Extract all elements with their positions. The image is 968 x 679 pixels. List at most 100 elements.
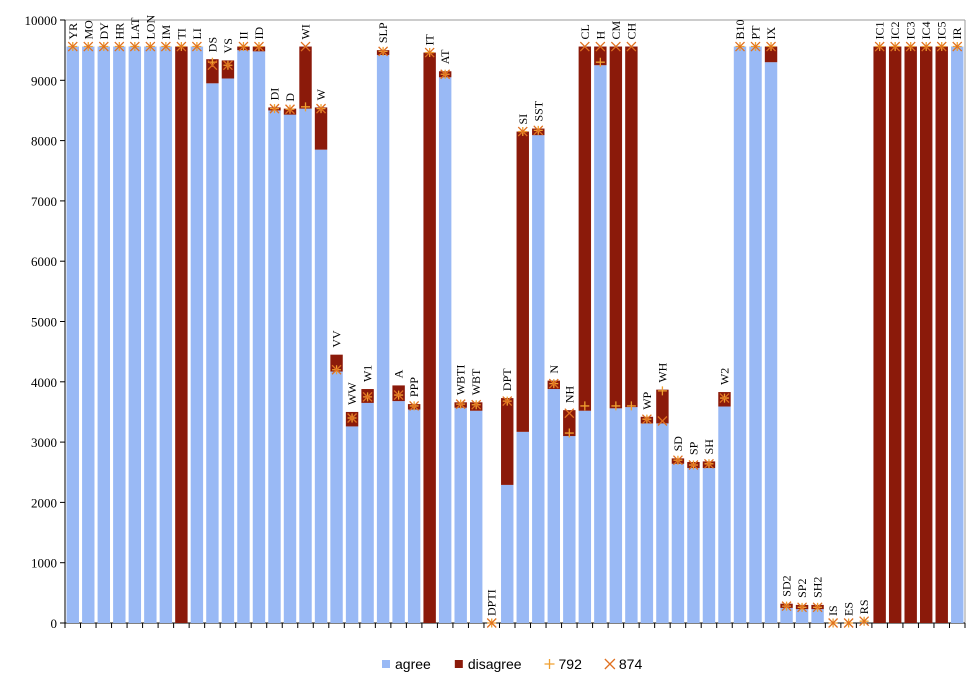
marker <box>579 41 590 52</box>
marker <box>347 413 358 423</box>
category-label: LI <box>190 28 204 39</box>
marker <box>409 400 420 411</box>
bar-segment <box>128 46 142 624</box>
category-label: DY <box>97 22 111 40</box>
bar-segment <box>252 51 266 623</box>
bar-segment <box>299 108 312 624</box>
category-label: WBTI <box>454 365 468 396</box>
bar-segment <box>718 406 731 623</box>
category-label: IR <box>950 28 964 40</box>
category-label: NH <box>562 385 576 403</box>
marker <box>285 104 295 115</box>
category-label: CM <box>609 21 623 40</box>
bar-segment <box>625 407 638 623</box>
marker <box>238 41 249 52</box>
marker <box>936 41 947 52</box>
marker <box>564 428 574 438</box>
marker <box>316 103 326 114</box>
marker <box>269 103 280 114</box>
category-label: SH <box>702 439 716 455</box>
bar-segment <box>702 468 716 623</box>
bar-segment <box>609 408 623 623</box>
marker <box>595 41 606 52</box>
bar-segment <box>82 46 95 624</box>
marker <box>440 69 451 80</box>
marker <box>548 378 559 389</box>
bar-segment <box>314 107 328 150</box>
marker <box>471 399 482 410</box>
bar-segment <box>578 410 592 623</box>
marker <box>160 41 171 52</box>
bar-segment <box>920 46 933 624</box>
marker <box>735 41 745 52</box>
category-label: VS <box>221 38 235 53</box>
category-label: SLP <box>376 22 390 43</box>
bar-segment <box>438 77 452 623</box>
category-label: B10 <box>733 20 747 40</box>
marker <box>98 41 109 52</box>
marker <box>254 41 264 52</box>
marker <box>378 46 389 57</box>
bar-segment <box>175 46 188 624</box>
bar-segment <box>749 46 762 624</box>
category-label: AT <box>438 49 452 64</box>
bar-segment <box>470 410 483 623</box>
y-tick-label: 6000 <box>31 254 57 269</box>
category-label: DPTI <box>485 589 499 616</box>
bar-segment <box>656 423 669 623</box>
bar-segment <box>609 46 623 409</box>
category-label: IC4 <box>919 22 933 40</box>
marker <box>424 47 435 58</box>
marker <box>797 602 808 613</box>
category-label: IX <box>764 27 778 40</box>
category-label: YR <box>66 23 80 40</box>
bar-segment <box>563 436 576 623</box>
bar-segment <box>144 46 157 624</box>
marker <box>362 391 373 402</box>
bar-segment <box>904 46 917 624</box>
bar-segment <box>407 409 421 623</box>
category-label: W2 <box>717 368 731 385</box>
marker <box>610 41 621 52</box>
marker <box>921 41 932 52</box>
bar-segment <box>873 46 886 624</box>
marker <box>176 41 187 52</box>
category-label: IC5 <box>935 22 949 40</box>
marker <box>83 41 94 52</box>
y-tick-label: 0 <box>51 616 58 631</box>
marker <box>67 41 78 52</box>
bar-segment <box>547 389 560 623</box>
bar-segment <box>594 65 607 624</box>
bar-segment <box>501 398 514 485</box>
category-label: TI <box>174 28 188 39</box>
bar-segment <box>516 431 529 623</box>
category-label: SP <box>686 441 700 455</box>
bar-segment <box>795 609 809 623</box>
y-tick-label: 4000 <box>31 375 57 390</box>
marker <box>719 393 730 404</box>
category-label: WP <box>640 391 654 409</box>
category-label: PT <box>749 25 763 40</box>
category-label: IM <box>159 25 173 40</box>
category-label: DS <box>205 37 219 52</box>
marker <box>533 125 544 136</box>
marker <box>145 41 156 52</box>
bar-segment <box>206 83 219 623</box>
category-label: IS <box>826 605 840 616</box>
marker <box>704 458 714 469</box>
legend-label: 792 <box>559 656 583 672</box>
marker <box>905 41 916 52</box>
y-tick-label: 10000 <box>25 13 58 28</box>
marker <box>129 41 140 52</box>
bar-segment <box>66 46 79 624</box>
bar-segment <box>640 423 654 623</box>
bar-segment <box>951 46 964 624</box>
marker <box>331 364 342 375</box>
category-label: PPP <box>407 377 421 397</box>
bar-segment <box>330 371 343 623</box>
legend-swatch <box>382 660 390 668</box>
bar-segment <box>733 46 747 624</box>
category-label: A <box>392 369 406 378</box>
bar-segment <box>780 607 793 623</box>
bar-segment <box>811 609 824 623</box>
